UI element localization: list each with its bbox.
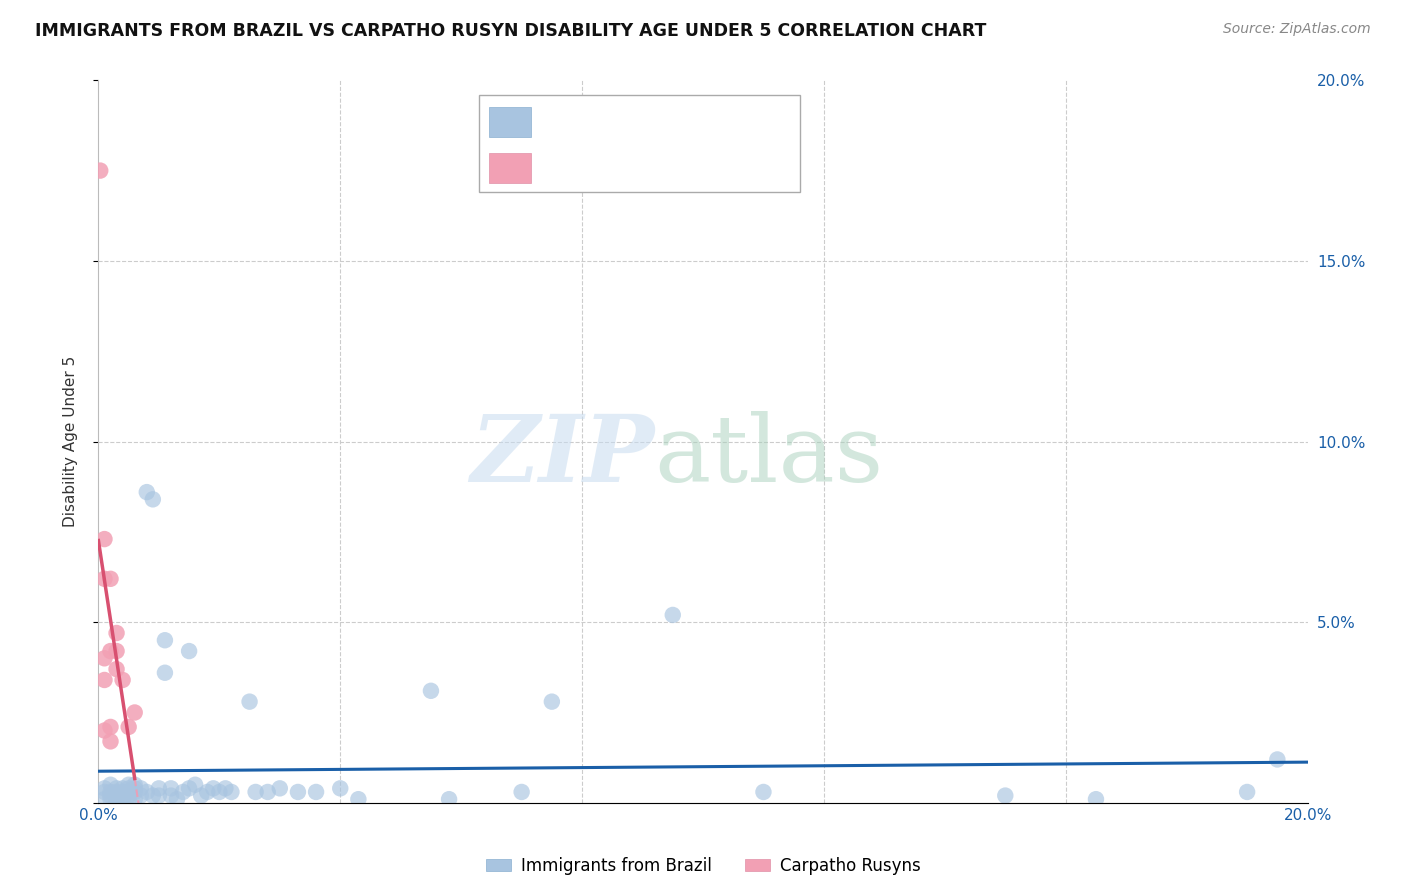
Point bbox=[214, 781, 236, 796]
Point bbox=[160, 781, 183, 796]
Point bbox=[105, 781, 128, 796]
Point bbox=[179, 644, 201, 658]
Point bbox=[111, 781, 134, 796]
Point bbox=[111, 673, 134, 687]
Point bbox=[287, 785, 309, 799]
Point bbox=[179, 781, 201, 796]
Point bbox=[118, 781, 141, 796]
Point bbox=[118, 785, 141, 799]
Point bbox=[752, 785, 775, 799]
Point bbox=[105, 796, 128, 810]
Point bbox=[100, 778, 122, 792]
Point bbox=[124, 792, 146, 806]
Point bbox=[93, 532, 115, 546]
Point bbox=[305, 785, 328, 799]
Point bbox=[166, 792, 188, 806]
Point bbox=[190, 789, 212, 803]
Point bbox=[124, 781, 146, 796]
Point bbox=[118, 792, 141, 806]
Point bbox=[111, 792, 134, 806]
Point bbox=[329, 781, 352, 796]
Point bbox=[994, 789, 1017, 803]
Point bbox=[111, 785, 134, 799]
Point bbox=[105, 662, 128, 676]
Point bbox=[1267, 752, 1289, 766]
Point bbox=[93, 572, 115, 586]
Point bbox=[129, 789, 152, 803]
Point bbox=[184, 778, 207, 792]
Point bbox=[124, 706, 146, 720]
Point bbox=[100, 785, 122, 799]
Point bbox=[1085, 792, 1108, 806]
Point bbox=[510, 785, 533, 799]
Point bbox=[239, 695, 262, 709]
Point bbox=[256, 785, 278, 799]
Point bbox=[148, 781, 170, 796]
Point bbox=[100, 644, 122, 658]
Text: IMMIGRANTS FROM BRAZIL VS CARPATHO RUSYN DISABILITY AGE UNDER 5 CORRELATION CHAR: IMMIGRANTS FROM BRAZIL VS CARPATHO RUSYN… bbox=[35, 22, 987, 40]
Legend: Immigrants from Brazil, Carpatho Rusyns: Immigrants from Brazil, Carpatho Rusyns bbox=[485, 856, 921, 875]
Point bbox=[160, 789, 183, 803]
Point bbox=[93, 792, 115, 806]
Text: ZIP: ZIP bbox=[471, 411, 655, 501]
Point bbox=[661, 607, 683, 622]
Point bbox=[142, 789, 165, 803]
Point bbox=[100, 789, 122, 803]
Point bbox=[172, 785, 194, 799]
Point bbox=[245, 785, 267, 799]
Point bbox=[100, 572, 122, 586]
Point bbox=[105, 626, 128, 640]
Point bbox=[111, 789, 134, 803]
Point bbox=[89, 163, 111, 178]
Point bbox=[135, 785, 157, 799]
Point bbox=[105, 644, 128, 658]
Point bbox=[93, 723, 115, 738]
Point bbox=[93, 651, 115, 665]
Point bbox=[148, 789, 170, 803]
Point bbox=[540, 695, 562, 709]
Point bbox=[1236, 785, 1258, 799]
Point bbox=[118, 789, 141, 803]
Text: atlas: atlas bbox=[655, 411, 884, 501]
Text: Source: ZipAtlas.com: Source: ZipAtlas.com bbox=[1223, 22, 1371, 37]
Point bbox=[105, 789, 128, 803]
Point bbox=[105, 792, 128, 806]
Point bbox=[202, 781, 225, 796]
Point bbox=[124, 785, 146, 799]
Point bbox=[153, 665, 176, 680]
Point bbox=[93, 781, 115, 796]
Point bbox=[135, 485, 157, 500]
Point bbox=[142, 492, 165, 507]
Point bbox=[105, 785, 128, 799]
Point bbox=[100, 792, 122, 806]
Point bbox=[124, 778, 146, 792]
Point bbox=[100, 720, 122, 734]
Y-axis label: Disability Age Under 5: Disability Age Under 5 bbox=[63, 356, 77, 527]
Point bbox=[420, 683, 443, 698]
Point bbox=[221, 785, 243, 799]
Point bbox=[208, 785, 231, 799]
Point bbox=[100, 734, 122, 748]
Point bbox=[269, 781, 291, 796]
Point bbox=[153, 633, 176, 648]
Point bbox=[437, 792, 460, 806]
Point bbox=[118, 778, 141, 792]
Point bbox=[129, 781, 152, 796]
Point bbox=[93, 673, 115, 687]
Point bbox=[195, 785, 218, 799]
Point bbox=[347, 792, 370, 806]
Point bbox=[93, 785, 115, 799]
Point bbox=[118, 720, 141, 734]
